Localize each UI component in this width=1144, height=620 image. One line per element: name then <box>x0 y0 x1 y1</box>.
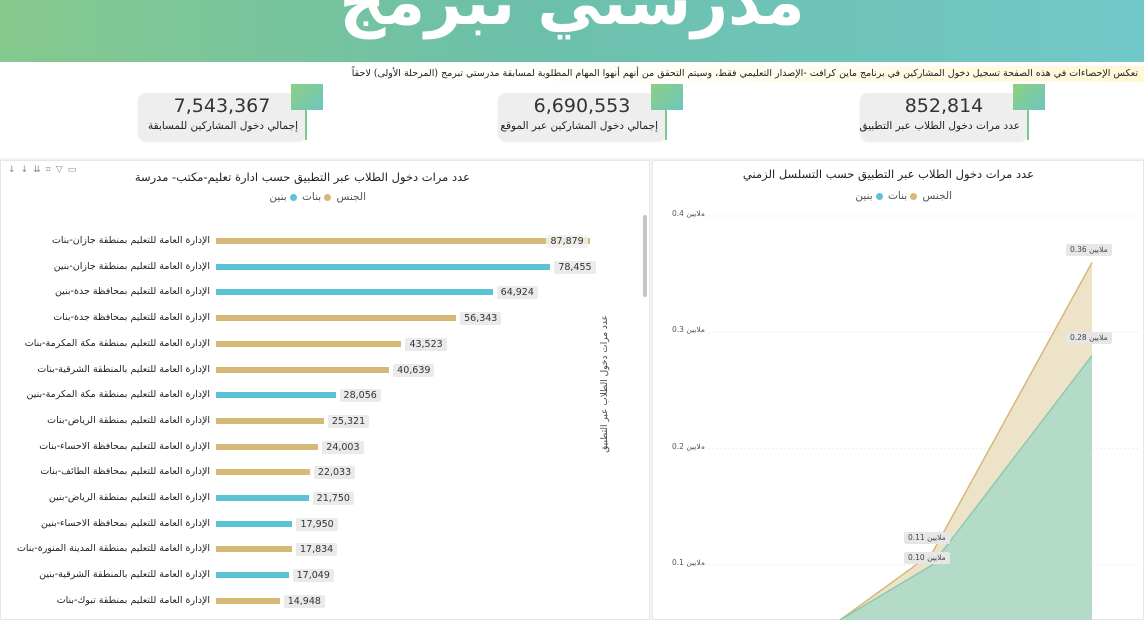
bar-value-label: 25,321 <box>327 414 370 428</box>
bar-value-label: 87,879 <box>546 235 588 248</box>
bar-category-label: الإدارة العامة للتعليم بمنطقة تبوك-بنات <box>56 594 210 606</box>
flag-icon <box>1013 84 1045 110</box>
y-tick-label: ملايين 0.3 <box>672 325 705 334</box>
left-chart-title: عدد مرات دخول الطلاب عبر التطبيق حسب ادا… <box>134 170 470 184</box>
notice-text: تعكس الإحصاءات في هذه الصفحة تسجيل دخول … <box>330 66 1144 82</box>
bar[interactable] <box>216 546 292 553</box>
y-tick-label: ملايين 0.1 <box>672 558 705 567</box>
bar[interactable] <box>216 289 493 296</box>
bar-category-label: الإدارة العامة للتعليم بمحافظة الاحساء-ب… <box>39 440 210 452</box>
y-axis-title: عدد مرات دخول الطلاب عبر التطبيق <box>600 315 610 453</box>
flag-pole-decoration <box>305 84 307 140</box>
kpi-value: 7,543,367 <box>173 95 271 117</box>
double-arrow-icon[interactable]: ⇊ <box>33 165 46 175</box>
vertical-scrollbar[interactable] <box>643 215 647 297</box>
bar-value-label: 22,033 <box>313 466 356 480</box>
legend-dot-girls <box>324 193 332 201</box>
legend-dot-boys <box>289 193 297 201</box>
data-label: ملايين 0.28 <box>1066 332 1112 344</box>
bar[interactable] <box>216 315 457 322</box>
kpi-label: عدد مرات دخول الطلاب عبر التطبيق <box>859 120 1020 132</box>
arrow-down-icon[interactable]: ↓ <box>20 165 34 175</box>
bar-value-label: 78,455 <box>554 260 596 274</box>
header-banner: مدرستي تبرمج <box>0 0 1144 62</box>
kpi-value: 852,814 <box>904 95 984 117</box>
data-label: ملايين 0.11 <box>904 532 950 544</box>
filter-icon[interactable]: ▽ <box>55 165 68 175</box>
bar[interactable] <box>216 366 390 373</box>
bar-category-label: الإدارة العامة للتعليم بمنطقة مكة المكرم… <box>24 337 210 349</box>
y-tick-label: ملايين 0.4 <box>672 209 705 218</box>
bar-category-label: الإدارة العامة للتعليم بمحافظة الاحساء-ب… <box>41 517 210 529</box>
bar-value-label: 24,003 <box>322 440 364 454</box>
legend-dot-boys <box>875 192 883 200</box>
bar-category-label: الإدارة العامة للتعليم بالمنطقة الشرقية-… <box>37 363 210 375</box>
bar-value-label: 14,948 <box>283 594 325 608</box>
legend-title: الجنس <box>336 191 366 203</box>
bar-category-label: الإدارة العامة للتعليم بمنطقة جازان-بنات <box>51 235 210 246</box>
bar-category-label: الإدارة العامة للتعليم بمنطقة مكة المكرم… <box>26 389 210 401</box>
bar[interactable] <box>216 417 324 424</box>
flag-pole-decoration <box>665 84 667 140</box>
kpi-card-total-competition: 7,543,367 إجمالي دخول المشاركين للمسابقة <box>138 93 306 141</box>
bar[interactable] <box>216 443 319 450</box>
bar-value-label: 43,523 <box>405 337 447 351</box>
left-chart-legend: الجنس بنات بنين <box>269 191 366 203</box>
expand-icon[interactable]: ⌗ <box>45 165 56 175</box>
bar[interactable] <box>216 469 310 476</box>
focus-icon[interactable]: ▭ <box>67 165 82 175</box>
legend-dot-girls <box>910 192 918 200</box>
bar-value-label: 17,049 <box>292 569 334 583</box>
bar-value-label: 17,834 <box>295 543 338 557</box>
bar-value-label: 21,750 <box>312 492 354 505</box>
bar[interactable] <box>216 392 336 399</box>
bar[interactable] <box>216 520 293 527</box>
kpi-card-app-logins: 852,814 عدد مرات دخول الطلاب عبر التطبيق <box>859 93 1028 141</box>
bar-value-label: 56,343 <box>460 312 502 326</box>
bar[interactable] <box>216 597 280 604</box>
flag-icon <box>651 84 683 110</box>
bar-category-label: الإدارة العامة للتعليم بمنطقة جازان-بنين <box>53 260 210 272</box>
page-title: مدرستي تبرمج <box>339 0 805 40</box>
bar-category-label: الإدارة العامة للتعليم بمحافظة جدة-بنين <box>54 286 210 298</box>
bar-category-label: الإدارة العامة للتعليم بمنطقة الرياض-بنا… <box>47 414 210 426</box>
y-tick-label: ملايين 0.2 <box>672 442 705 451</box>
legend-item-girls[interactable]: بنات <box>302 191 322 203</box>
line-series-boys <box>839 355 1093 620</box>
bar-category-label: الإدارة العامة للتعليم بمنطقة الرياض-بني… <box>48 492 210 503</box>
bar-category-label: الإدارة العامة للتعليم بالمنطقة الشرقية-… <box>39 569 210 581</box>
bar[interactable] <box>216 340 402 347</box>
right-chart-legend: الجنس بنات بنين <box>855 190 952 202</box>
kpi-label: إجمالي دخول المشاركين للمسابقة <box>147 120 298 132</box>
legend-item-boys[interactable]: بنين <box>855 190 873 202</box>
bar-value-label: 64,924 <box>496 286 538 300</box>
flag-pole-decoration <box>1027 84 1029 140</box>
data-label: ملايين 0.10 <box>904 552 950 564</box>
data-label: ملايين 0.36 <box>1066 244 1112 256</box>
bar[interactable] <box>216 495 309 501</box>
bar-value-label: 40,639 <box>393 363 435 377</box>
legend-item-girls[interactable]: بنات <box>888 190 908 202</box>
kpi-value: 6,690,553 <box>533 95 631 117</box>
bar-value-label: 28,056 <box>339 389 381 403</box>
bar-category-label: الإدارة العامة للتعليم بمحافظة جدة-بنات <box>53 312 210 324</box>
arrow-down-icon[interactable]: ↓ <box>8 165 21 175</box>
legend-title: الجنس <box>922 190 952 202</box>
visual-toolbar[interactable]: ↓↓⇊⌗▽▭ <box>8 165 81 175</box>
legend-item-boys[interactable]: بنين <box>269 191 287 203</box>
left-panel <box>0 160 650 620</box>
right-chart-title: عدد مرات دخول الطلاب عبر التطبيق حسب الت… <box>742 167 1034 181</box>
kpi-label: إجمالي دخول المشاركين عبر الموقع <box>500 120 658 132</box>
bar[interactable] <box>216 263 551 270</box>
bar[interactable] <box>216 572 289 579</box>
flag-icon <box>291 84 323 110</box>
area-series-boys <box>840 355 1092 620</box>
bar-value-label: 17,950 <box>296 517 338 531</box>
bar[interactable] <box>216 238 591 244</box>
kpi-card-total-website: 6,690,553 إجمالي دخول المشاركين عبر المو… <box>498 93 666 141</box>
bar-category-label: الإدارة العامة للتعليم بمنطقة المدينة ال… <box>16 543 210 555</box>
bar-category-label: الإدارة العامة للتعليم بمحافظة الطائف-بن… <box>40 466 210 478</box>
